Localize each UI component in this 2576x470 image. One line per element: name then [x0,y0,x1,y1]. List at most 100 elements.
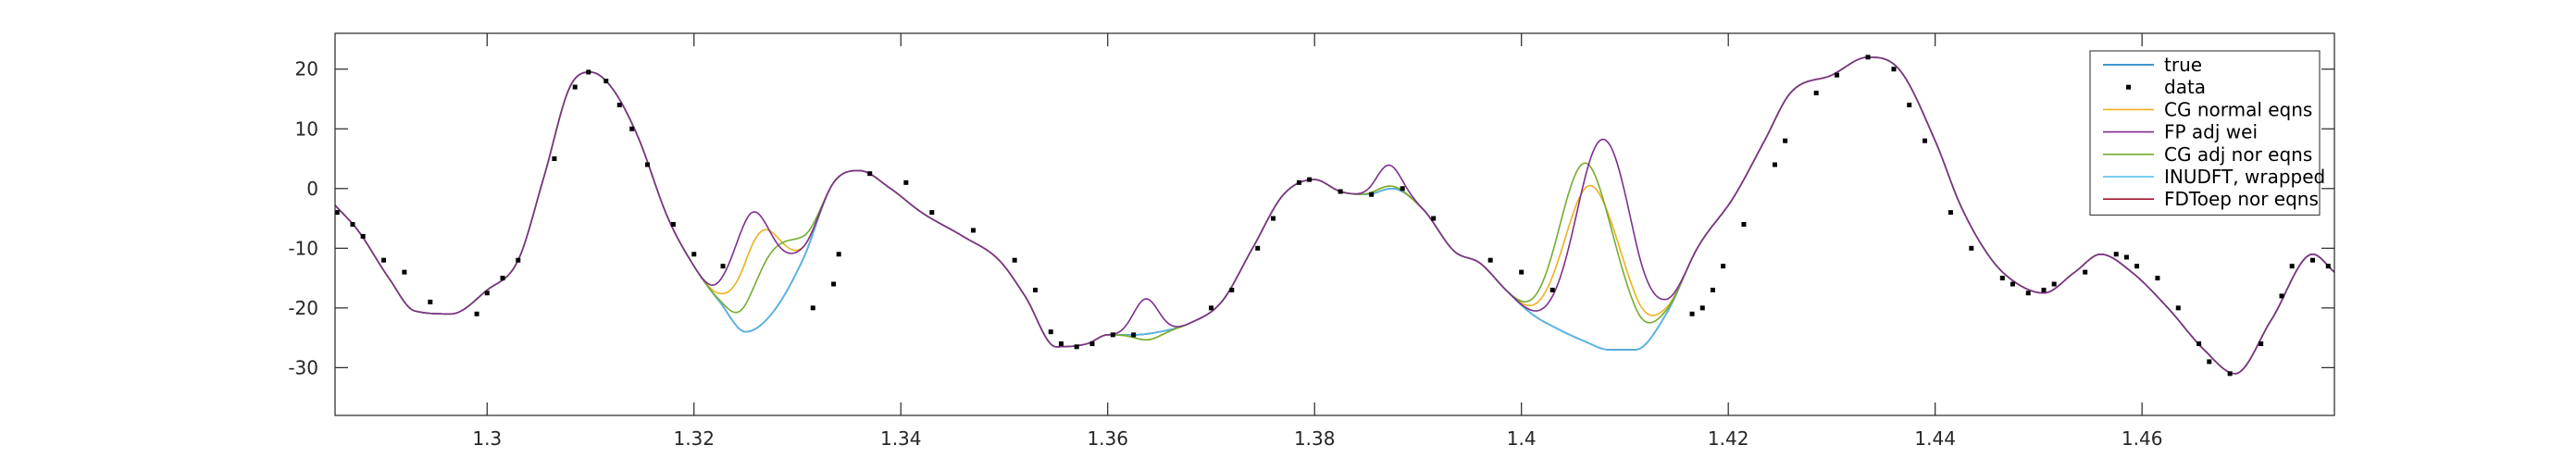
data-point [2134,264,2140,269]
data-point [586,69,591,75]
data-point [350,222,355,227]
data-point [381,257,387,263]
y-tick-label: -10 [288,237,318,259]
data-point [1891,67,1897,72]
data-point [552,156,557,162]
x-tick-label: 1.34 [880,427,922,450]
data-point [1772,162,1777,167]
data-point [1519,269,1524,275]
y-tick-label: -20 [288,297,318,319]
data-point [2113,252,2119,257]
data-point [334,210,340,216]
data-point [2175,305,2181,311]
x-tick-label: 1.36 [1087,427,1128,450]
data-point [572,84,578,90]
data-point [1741,222,1747,227]
data-point [1699,305,1705,311]
data-point [1296,179,1301,185]
data-point [867,171,873,177]
data-point [1813,91,1819,96]
data-point [1923,138,1927,143]
data-point [1229,287,1235,292]
data-point [1089,341,1095,347]
data-point [1689,311,1695,316]
data-point [604,79,609,84]
data-point [1487,257,1493,263]
data-point [1074,344,1079,350]
legend-swatch-data [2126,84,2131,90]
data-point [1907,102,1912,107]
data-point [1110,332,1115,338]
y-tick-label: -30 [288,356,318,378]
data-point [2325,264,2331,269]
data-point [2279,293,2284,299]
y-tick-label: 20 [295,58,318,80]
legend-label-cg_normal: CG normal eqns [2164,98,2312,120]
series-lines [334,56,2335,375]
data-point [616,102,622,107]
data-point [1865,55,1871,60]
data-point [1721,264,1726,269]
data-point [903,179,909,185]
x-axis: 1.3 1.32 1.34 1.36 1.38 1.4 1.42 1.44 1.46 [472,33,2162,450]
data-point [484,291,490,296]
data-point [1208,305,1213,311]
data-point [1033,287,1038,292]
x-tick-label: 1.3 [472,427,502,450]
data-point [2025,291,2031,296]
data-markers [334,55,2331,377]
data-point [2227,371,2233,377]
data-point [1400,186,1405,192]
data-point [1835,72,1840,78]
data-point [402,269,407,275]
x-tick-label: 1.46 [2122,427,2163,450]
data-point [1058,341,1064,347]
x-tick-label: 1.38 [1294,427,1336,450]
data-point [1999,276,2005,281]
data-point [1048,329,1053,335]
data-point [428,299,433,304]
data-point [1271,216,1276,221]
data-point [2041,287,2047,292]
legend-label-fdtoep: FDToep nor eqns [2164,188,2319,210]
plot-area [335,33,2334,415]
y-tick-label: 10 [295,118,318,140]
data-point [1307,177,1313,182]
plot-frame [334,32,2335,416]
data-point [2289,264,2295,269]
x-tick-label: 1.4 [1507,427,1537,450]
data-point [970,228,976,233]
data-point [500,276,505,281]
data-point [2196,341,2202,347]
data-point [2259,341,2264,347]
data-point [1710,287,1715,292]
data-point [720,264,726,269]
data-point [1549,287,1555,292]
data-point [2123,254,2129,260]
data-point [629,126,635,131]
data-point [1255,245,1261,251]
data-point [1969,245,1974,251]
data-point [516,257,521,263]
data-point [644,162,650,167]
x-tick-label: 1.44 [1914,427,1956,450]
legend-label-inudft: INUDFT, wrapped [2164,166,2325,188]
data-point [2051,281,2057,287]
data-point [810,305,815,311]
data-point [1369,192,1375,197]
legend-label-fp_adj_wei: FP adj wei [2164,121,2258,143]
data-point [1338,189,1343,194]
data-point [929,210,935,216]
data-point [670,222,676,227]
y-tick-label: 0 [306,178,318,200]
data-point [1783,138,1788,143]
y-axis: -30 -20 -10 0 10 20 [288,58,2334,378]
legend-label-cg_adj_nor: CG adj nor eqns [2164,143,2312,166]
data-point [2310,257,2316,263]
data-point [1431,216,1437,221]
data-point [2010,281,2015,287]
data-point [831,281,837,287]
data-point [1948,210,1953,216]
data-point [2083,269,2088,275]
